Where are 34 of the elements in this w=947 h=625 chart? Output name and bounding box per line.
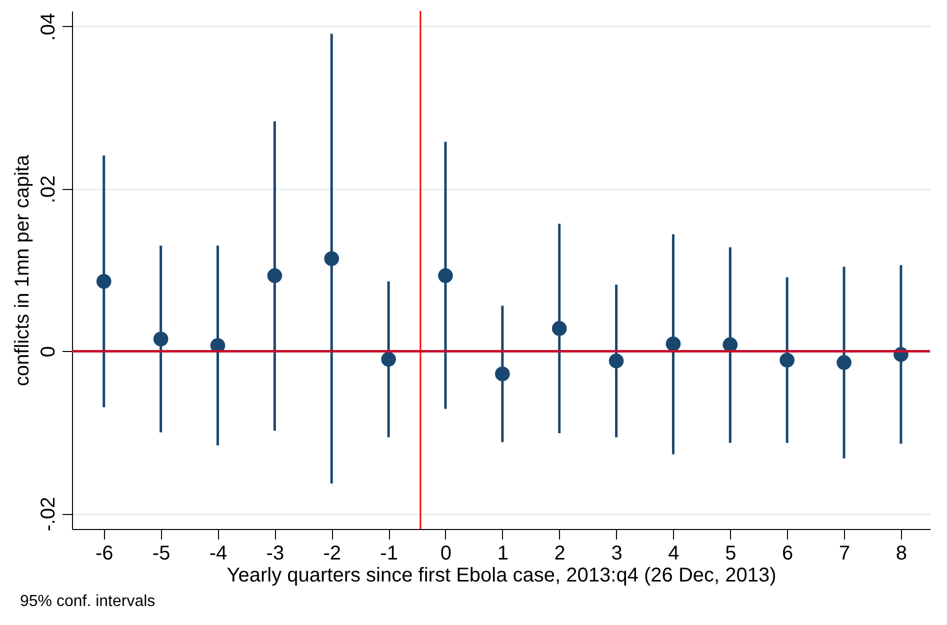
point [96,274,112,289]
x-tick-label: 3 [611,542,622,564]
y-tick-label: 0 [38,346,60,358]
x-tick-label: -4 [209,542,228,564]
x-tick-label: -3 [266,542,284,564]
point [324,251,340,266]
y-tick-label: .04 [38,13,60,41]
x-tick-label: -2 [323,542,342,564]
point [666,336,681,352]
point [495,366,510,382]
y-tick-label: .02 [38,175,60,204]
point [552,321,567,336]
text: 95% conf. intervals [20,593,156,610]
x-tick-label: -5 [152,542,170,564]
point [438,268,453,284]
x-tick-label: 7 [838,542,850,564]
point [381,352,396,367]
x-tick-label: 1 [497,542,508,564]
x-tick-label: -1 [380,542,398,564]
point [153,332,168,346]
point [608,354,624,368]
x-tick-label: -6 [95,542,114,564]
point [780,352,795,368]
x-tick-label: 2 [554,542,566,564]
point [267,268,282,284]
x-tick-label: 0 [440,542,452,564]
point [836,355,852,370]
x-axis-title: Yearly quarters since first Ebola case, 2013:q4 (26 Dec, 2013) [226,564,776,586]
x-tick-label: 5 [725,542,736,564]
y-axis-title: conflicts in 1mn per capita [12,154,34,386]
x-tick-label: 6 [782,542,794,564]
x-tick-label: 8 [896,542,908,564]
y-tick-label: -.02 [38,496,60,532]
x-tick-label: 4 [668,542,680,564]
